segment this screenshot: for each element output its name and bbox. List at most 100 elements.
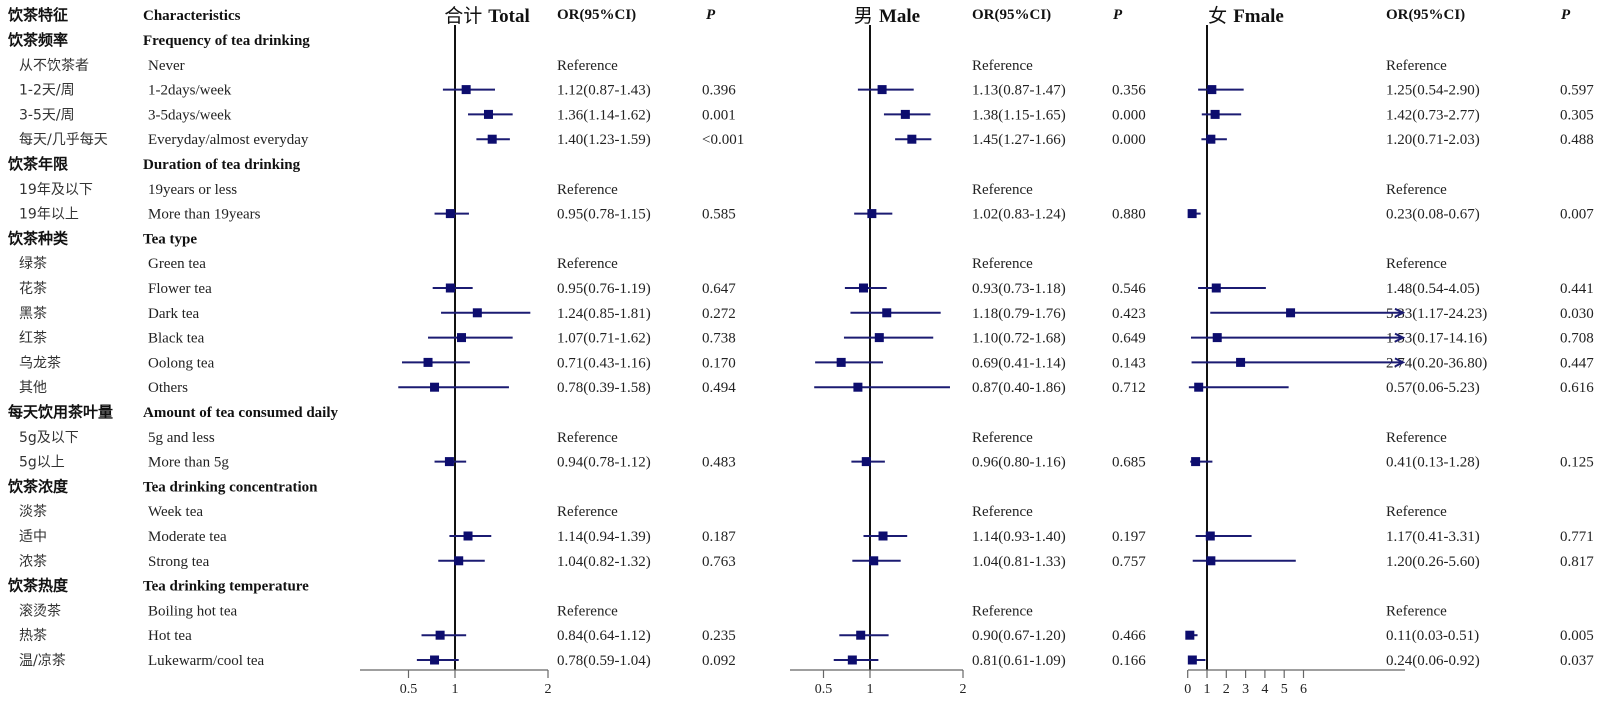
group-label-en: Tea type [143, 231, 197, 247]
or-ci-value: 1.20(0.71-2.03) [1386, 132, 1480, 148]
estimate-row: Reference [557, 504, 618, 520]
or-ci-value: 2.74(0.20-36.80) [1386, 355, 1487, 371]
or-ci-value: 0.24(0.06-0.92) [1386, 653, 1480, 669]
or-marker [900, 109, 910, 119]
panel-female: 女 Fmale OR(95%CI) P 0 1 2 3 4 5 6 Reference 1.25(0.… [1184, 5, 1594, 697]
item-label-en: More than 5g [148, 455, 229, 471]
estimate-row: 1.38(1.15-1.65) 0.000 [883, 107, 1146, 123]
p-value: 0.092 [702, 653, 736, 669]
or-marker [445, 283, 455, 293]
item-label-cn: 乌龙茶 [19, 355, 61, 371]
panel-total: 合计 Total OR(95%CI) P 0.5 1 2 Reference 1.12(0.8… [360, 5, 744, 697]
or-marker [836, 357, 846, 367]
or-ci-value: 0.84(0.64-1.12) [557, 628, 651, 644]
or-ci-value: 1.12(0.87-1.43) [557, 83, 651, 99]
or-ci-value: 5.33(1.17-24.23) [1386, 306, 1487, 322]
item-label-en: Never [148, 58, 185, 74]
item-label-cn: 浓茶 [19, 554, 47, 570]
p-value: 0.546 [1112, 281, 1146, 297]
item-label-cn: 淡茶 [19, 504, 47, 520]
estimate-row: 1.13(0.87-1.47) 0.356 [857, 83, 1146, 99]
group-row: 饮茶年限 Duration of tea drinking [7, 155, 301, 173]
or-ci-value: 1.38(1.15-1.65) [972, 107, 1066, 123]
p-value: 0.647 [702, 281, 736, 297]
or-marker [1236, 357, 1246, 367]
estimate-row: 1.02(0.83-1.24) 0.880 [854, 207, 1146, 223]
or-ci-value: 0.93(0.73-1.18) [972, 281, 1066, 297]
item-row: 19年及以下 19years or less [19, 182, 237, 198]
reference-label: Reference [557, 430, 618, 446]
group-label-cn: 饮茶热度 [7, 577, 69, 595]
reference-label: Reference [557, 58, 618, 74]
or-ci-value: 1.14(0.94-1.39) [557, 529, 651, 545]
reference-label: Reference [557, 603, 618, 619]
or-ci-value: 1.24(0.85-1.81) [557, 306, 651, 322]
reference-label: Reference [1386, 256, 1447, 272]
x-tick-label: 4 [1261, 682, 1268, 697]
estimate-row: 1.04(0.82-1.32) 0.763 [438, 554, 736, 570]
group-row: 饮茶热度 Tea drinking temperature [7, 577, 309, 595]
estimate-row: 0.11(0.03-0.51) 0.005 [1185, 628, 1594, 644]
estimate-row: 0.95(0.76-1.19) 0.647 [432, 281, 736, 297]
x-tick-label: 0 [1184, 682, 1191, 697]
or-ci-value: 1.02(0.83-1.24) [972, 207, 1066, 223]
reference-label: Reference [972, 603, 1033, 619]
p-value: 0.494 [702, 380, 736, 396]
header-characteristics-cn: 饮茶特征 [7, 6, 68, 24]
group-label-en: Tea drinking concentration [143, 479, 318, 495]
or-marker [463, 531, 473, 541]
group-row: 饮茶频率 Frequency of tea drinking [7, 31, 310, 49]
p-value: 0.712 [1112, 380, 1146, 396]
p-value: 0.685 [1112, 455, 1146, 471]
estimate-row: 1.36(1.14-1.62) 0.001 [468, 107, 736, 123]
x-tick-label: 3 [1242, 682, 1249, 697]
p-value: 0.197 [1112, 529, 1146, 545]
item-label-cn: 绿茶 [19, 256, 47, 272]
or-marker [861, 457, 871, 467]
item-row: 每天/几乎每天 Everyday/almost everyday [19, 132, 309, 148]
item-row: 淡茶 Week tea [19, 504, 203, 520]
p-value: 0.030 [1560, 306, 1594, 322]
x-tick-label: 5 [1281, 682, 1288, 697]
estimate-row: 1.45(1.27-1.66) 0.000 [895, 132, 1146, 148]
or-marker [1207, 85, 1217, 95]
or-marker [457, 333, 467, 343]
or-ci-value: 1.10(0.72-1.68) [972, 331, 1066, 347]
estimate-row: Reference [1386, 430, 1447, 446]
p-value: 0.001 [702, 107, 736, 123]
estimate-row: 1.48(0.54-4.05) 0.441 [1198, 281, 1594, 297]
header-characteristics-en: Characteristics [143, 8, 241, 24]
or-ci-value: 0.78(0.39-1.58) [557, 380, 651, 396]
or-ci-value: 0.41(0.13-1.28) [1386, 455, 1480, 471]
estimate-row: Reference [972, 504, 1033, 520]
or-ci-value: 0.94(0.78-1.12) [557, 455, 651, 471]
p-value: 0.187 [702, 529, 736, 545]
panel-title-cn: 女 [1208, 5, 1233, 27]
or-ci-value: 1.48(0.54-4.05) [1386, 281, 1480, 297]
item-label-cn: 从不饮茶者 [19, 58, 89, 74]
estimate-row: 0.81(0.61-1.09) 0.166 [833, 653, 1146, 669]
p-value: 0.235 [702, 628, 736, 644]
panel-title: 女 Fmale [1208, 5, 1284, 27]
estimate-row: Reference [1386, 256, 1447, 272]
item-row: 乌龙茶 Oolong tea [19, 355, 215, 371]
p-value: 0.170 [702, 355, 736, 371]
estimate-row: 0.69(0.41-1.14) 0.143 [815, 355, 1146, 371]
item-label-cn: 3-5天/周 [19, 107, 75, 123]
item-label-en: 3-5days/week [148, 107, 232, 123]
or-marker [1185, 630, 1195, 640]
estimate-row: Reference [972, 603, 1033, 619]
estimate-row: 5.33(1.17-24.23) 0.030 [1210, 306, 1594, 322]
or-ci-header: OR(95%CI) [972, 7, 1051, 23]
or-ci-value: 1.18(0.79-1.76) [972, 306, 1066, 322]
estimate-row: 1.14(0.93-1.40) 0.197 [863, 529, 1146, 545]
p-value: 0.757 [1112, 554, 1146, 570]
or-marker [853, 382, 863, 392]
ci-arrow-icon [1394, 307, 1406, 318]
panels: 合计 Total OR(95%CI) P0.5 1 2Reference1.12(0.8… [360, 5, 1594, 697]
or-marker [869, 556, 879, 566]
item-label-cn: 19年以上 [19, 207, 79, 223]
item-label-cn: 每天/几乎每天 [19, 132, 108, 148]
item-label-en: Hot tea [148, 628, 192, 644]
item-label-cn: 其他 [19, 380, 47, 396]
